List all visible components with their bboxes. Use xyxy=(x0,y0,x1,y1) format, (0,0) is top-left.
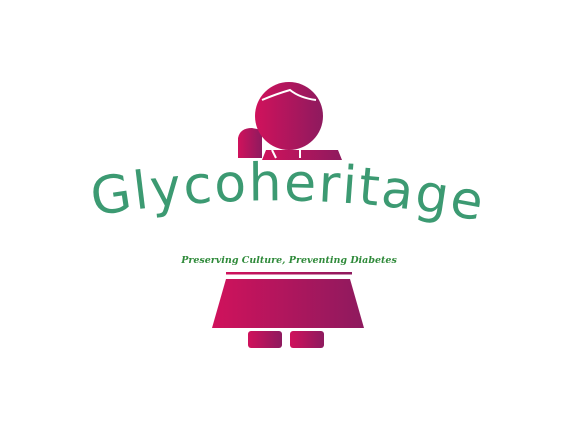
skirt-shape xyxy=(212,279,364,328)
woman-figure-icon xyxy=(212,82,364,348)
brand-tagline: Preserving Culture, Preventing Diabetes xyxy=(180,255,397,266)
brand-wordmark-text: Glycoheritage xyxy=(87,153,488,233)
hairline-shape xyxy=(261,88,317,101)
right-foot-shape xyxy=(290,331,324,348)
shoulders-shape xyxy=(262,150,342,160)
head-shape xyxy=(255,82,323,150)
waist-band-shape xyxy=(226,272,352,275)
brand-wordmark: Glycoheritage xyxy=(87,153,490,233)
hair-bun-shape xyxy=(238,128,262,158)
neck-gap-shape xyxy=(271,149,301,159)
left-foot-shape xyxy=(248,331,282,348)
